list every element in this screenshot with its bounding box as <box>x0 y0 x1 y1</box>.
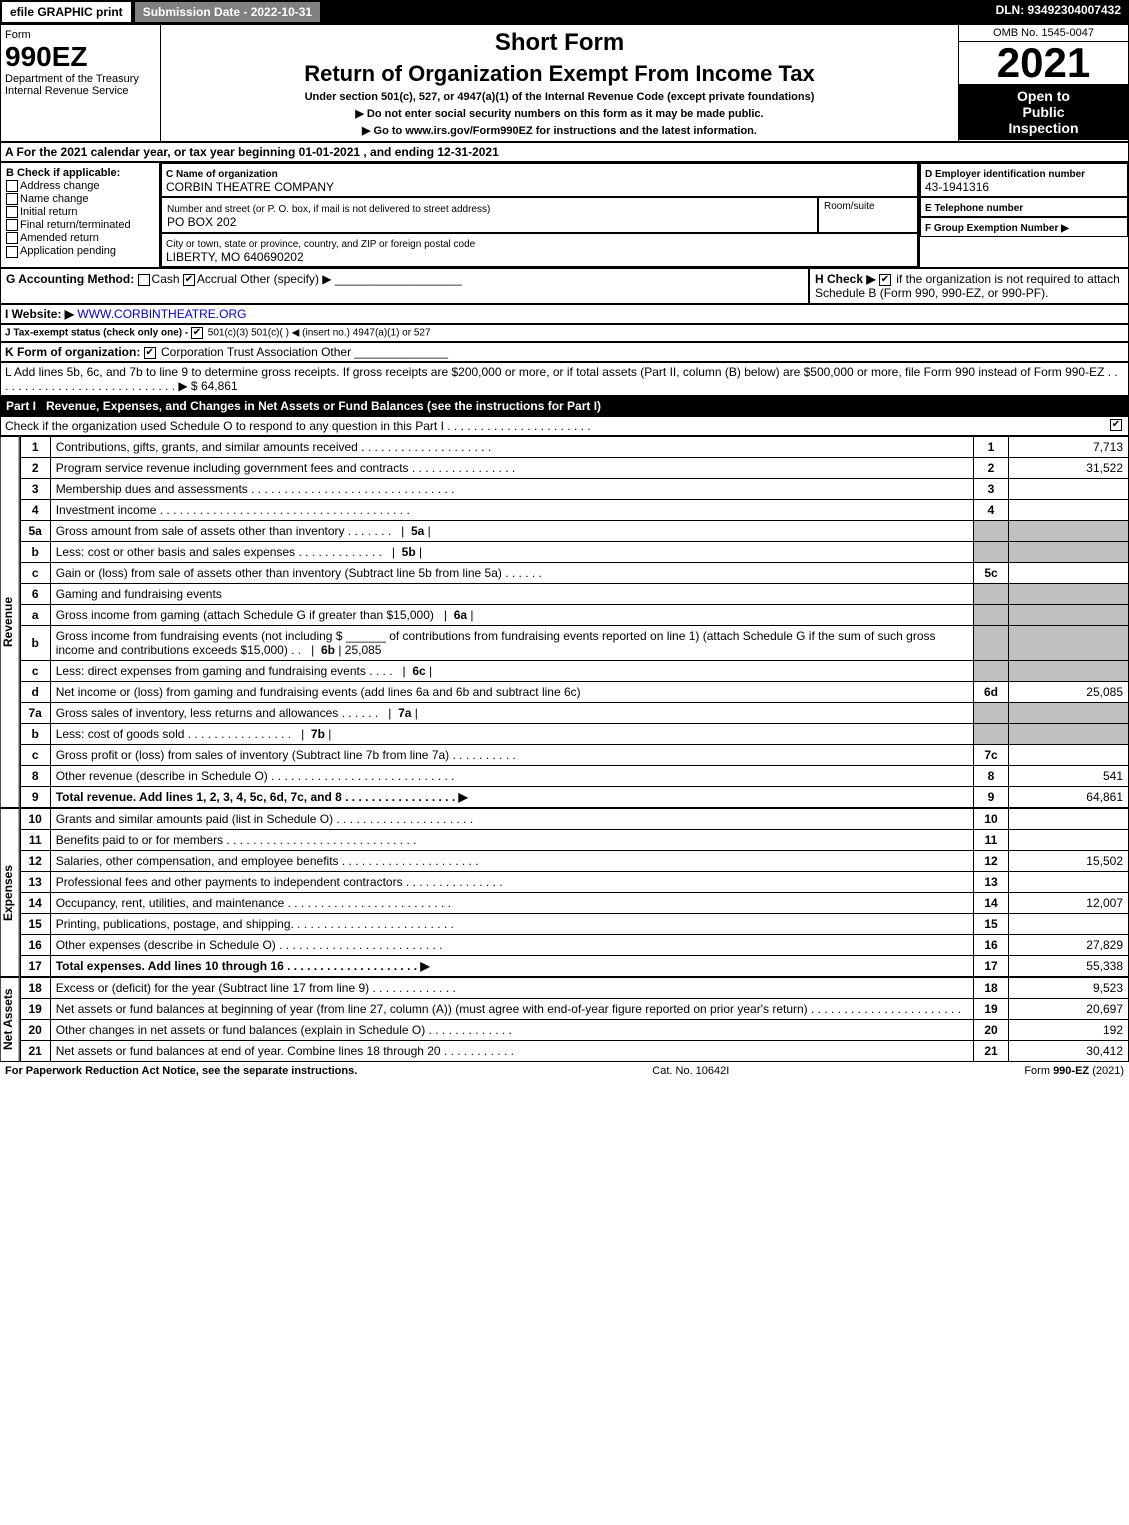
section-b: B Check if applicable: Address change Na… <box>0 162 160 268</box>
line-4-value <box>1009 500 1129 521</box>
line-9-value: 64,861 <box>1009 787 1129 808</box>
short-form-title: Short Form <box>165 29 954 57</box>
line-12-value: 15,502 <box>1009 851 1129 872</box>
line-6b-value: 25,085 <box>345 643 382 657</box>
section-h: H Check ▶ if the organization is not req… <box>809 268 1129 304</box>
expenses-label: Expenses <box>0 808 20 977</box>
page-footer: For Paperwork Reduction Act Notice, see … <box>0 1062 1129 1080</box>
expenses-table: 10Grants and similar amounts paid (list … <box>20 808 1129 977</box>
section-j: J Tax-exempt status (check only one) - 5… <box>0 324 1129 342</box>
line-18-value: 9,523 <box>1009 978 1129 999</box>
checkbox-name-change[interactable] <box>6 193 18 205</box>
revenue-label: Revenue <box>0 436 20 808</box>
line-7c-value <box>1009 745 1129 766</box>
checkbox-accrual[interactable] <box>183 274 195 286</box>
netassets-label: Net Assets <box>0 977 20 1062</box>
goto-link[interactable]: ▶ Go to www.irs.gov/Form990EZ for instru… <box>165 124 954 137</box>
line-10-value <box>1009 809 1129 830</box>
line-17-value: 55,338 <box>1009 956 1129 977</box>
form-number: 990EZ <box>5 41 156 73</box>
checkbox-address-change[interactable] <box>6 180 18 192</box>
line-16-value: 27,829 <box>1009 935 1129 956</box>
section-l: L Add lines 5b, 6c, and 7b to line 9 to … <box>0 362 1129 396</box>
line-14-value: 12,007 <box>1009 893 1129 914</box>
org-name: CORBIN THEATRE COMPANY <box>166 180 334 194</box>
dln: DLN: 93492304007432 <box>988 0 1129 24</box>
checkbox-application-pending[interactable] <box>6 246 18 258</box>
return-title: Return of Organization Exempt From Incom… <box>165 61 954 87</box>
line-8-value: 541 <box>1009 766 1129 787</box>
checkbox-501c3[interactable] <box>191 327 203 339</box>
checkbox-corporation[interactable] <box>144 347 156 359</box>
top-bar: efile GRAPHIC print Submission Date - 20… <box>0 0 1129 24</box>
b-label: B Check if applicable: <box>6 167 154 179</box>
ein: 43-1941316 <box>925 180 989 194</box>
part-i-sub: Check if the organization used Schedule … <box>0 416 1129 436</box>
line-21-value: 30,412 <box>1009 1041 1129 1062</box>
section-g: G Accounting Method: Cash Accrual Other … <box>0 268 809 304</box>
line-6d-value: 25,085 <box>1009 682 1129 703</box>
form-header: Form 990EZ Department of the Treasury In… <box>0 24 1129 142</box>
line-2-value: 31,522 <box>1009 458 1129 479</box>
line-1-value: 7,713 <box>1009 437 1129 458</box>
g-h-row: G Accounting Method: Cash Accrual Other … <box>0 268 1129 304</box>
checkbox-schedule-o[interactable] <box>1110 419 1122 431</box>
line-11-value <box>1009 830 1129 851</box>
netassets-table: 18Excess or (deficit) for the year (Subt… <box>20 977 1129 1062</box>
section-c-addr: Number and street (or P. O. box, if mail… <box>161 197 818 233</box>
dept: Department of the Treasury <box>5 73 156 85</box>
section-c-city: City or town, state or province, country… <box>161 233 918 267</box>
line-13-value <box>1009 872 1129 893</box>
revenue-table: 1Contributions, gifts, grants, and simil… <box>20 436 1129 808</box>
line-5c-value <box>1009 563 1129 584</box>
website-link[interactable]: WWW.CORBINTHEATRE.ORG <box>77 307 246 321</box>
section-e: E Telephone number <box>920 197 1128 217</box>
line-15-value <box>1009 914 1129 935</box>
irs: Internal Revenue Service <box>5 85 156 97</box>
form-word: Form <box>5 29 156 41</box>
line-20-value: 192 <box>1009 1020 1129 1041</box>
paperwork-notice: For Paperwork Reduction Act Notice, see … <box>5 1065 357 1077</box>
tax-year: 2021 <box>959 42 1128 84</box>
checkbox-amended-return[interactable] <box>6 232 18 244</box>
checkbox-cash[interactable] <box>138 274 150 286</box>
section-f: F Group Exemption Number ▶ <box>920 217 1128 237</box>
line-19-value: 20,697 <box>1009 999 1129 1020</box>
checkbox-initial-return[interactable] <box>6 206 18 218</box>
checkbox-final-return[interactable] <box>6 219 18 231</box>
ssn-warning: ▶ Do not enter social security numbers o… <box>165 107 954 120</box>
line-a: A For the 2021 calendar year, or tax yea… <box>0 142 1129 162</box>
section-i: I Website: ▶ WWW.CORBINTHEATRE.ORG <box>0 304 1129 324</box>
open-inspection: Open to Public Inspection <box>959 84 1128 140</box>
submission-date: Submission Date - 2022-10-31 <box>133 0 322 24</box>
section-k: K Form of organization: Corporation Trus… <box>0 342 1129 362</box>
efile-label: efile GRAPHIC print <box>0 0 133 24</box>
section-c-name: C Name of organization CORBIN THEATRE CO… <box>161 163 918 197</box>
form-ref: Form 990-EZ (2021) <box>1024 1065 1124 1077</box>
section-d: D Employer identification number 43-1941… <box>920 163 1128 197</box>
org-city: LIBERTY, MO 640690202 <box>166 250 304 264</box>
checkbox-schedule-b[interactable] <box>879 274 891 286</box>
room-suite-label: Room/suite <box>818 197 918 233</box>
under-section: Under section 501(c), 527, or 4947(a)(1)… <box>165 91 954 103</box>
line-3-value <box>1009 479 1129 500</box>
gross-receipts: 64,861 <box>201 379 238 393</box>
cat-no: Cat. No. 10642I <box>652 1065 729 1077</box>
org-address: PO BOX 202 <box>167 215 236 229</box>
org-info-block: B Check if applicable: Address change Na… <box>0 162 1129 268</box>
part-i-header: Part I Revenue, Expenses, and Changes in… <box>0 396 1129 416</box>
